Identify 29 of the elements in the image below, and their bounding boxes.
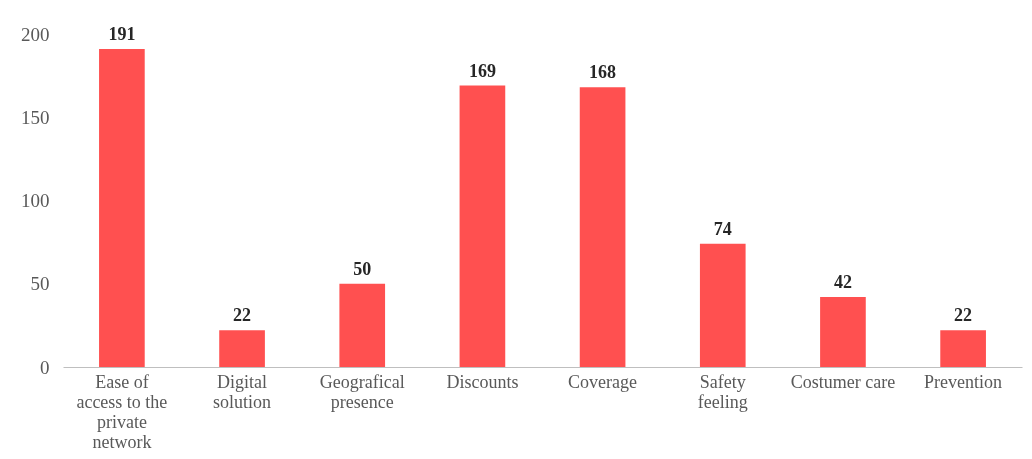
y-tick-label: 150 (21, 106, 50, 128)
data-label: 169 (468, 60, 496, 81)
data-label: 168 (589, 62, 617, 83)
x-tick-label: Safety feeling (697, 371, 748, 412)
data-label: 191 (108, 23, 136, 44)
bar (940, 330, 986, 367)
bar (219, 330, 265, 367)
bar (339, 283, 386, 367)
x-tick-label: Discounts (446, 371, 519, 392)
x-tick-label: Costumer care (790, 371, 896, 392)
y-tick-label: 100 (21, 190, 50, 211)
bar (459, 85, 506, 367)
y-tick-label: 200 (21, 23, 50, 45)
x-tick-label: Coverage (568, 371, 638, 392)
x-tick-label: Digital solution (213, 371, 272, 412)
x-tick-label: Geografical presence (319, 371, 405, 412)
y-tick-label: 50 (30, 273, 50, 295)
bar (820, 297, 866, 367)
data-label: 22 (954, 305, 973, 326)
y-tick-label: 0 (40, 356, 50, 378)
data-label: 74 (713, 218, 732, 239)
x-tick-label: Ease of access to the private network (76, 371, 168, 452)
bar (99, 48, 145, 367)
data-label: 42 (833, 272, 852, 293)
data-label: 22 (233, 305, 252, 326)
data-label: 50 (353, 258, 372, 279)
x-tick-label: Prevention (924, 371, 1003, 392)
bar (699, 243, 746, 367)
bar (579, 87, 626, 367)
